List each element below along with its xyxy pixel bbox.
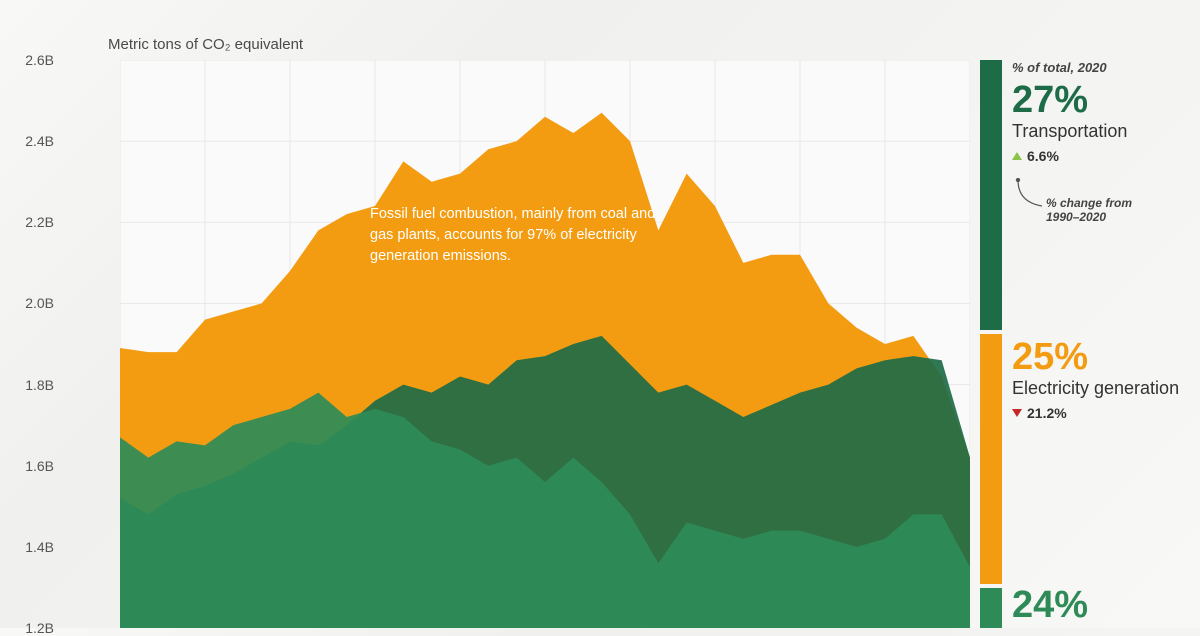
y-tick-label: 1.6B (25, 458, 54, 474)
y-tick-label: 1.4B (25, 539, 54, 555)
side-bar-transportation (980, 60, 1002, 330)
side-block-electricity: 25%Electricity generation 21.2% (1012, 338, 1182, 421)
side-header: % of total, 2020 (1012, 60, 1182, 75)
arrow-down-icon (1012, 409, 1022, 417)
delta-value: 21.2% (1027, 405, 1067, 421)
y-axis-title: Metric tons of CO₂ equivalent (108, 36, 303, 53)
delta-value: 6.6% (1027, 148, 1059, 164)
side-block-transportation: % of total, 2020 27%Transportation 6.6% (1012, 60, 1182, 164)
arrow-up-icon (1012, 152, 1022, 160)
area-chart-svg (120, 60, 970, 628)
side-panel: % of total, 2020 27%Transportation 6.6% 25%… (980, 60, 1180, 628)
side-block-industry: 24% (1012, 586, 1182, 626)
y-tick-label: 2.6B (25, 52, 54, 68)
y-tick-label: 1.8B (25, 377, 54, 393)
y-tick-label: 2.0B (25, 295, 54, 311)
chart-annotation: Fossil fuel combustion, mainly from coal… (370, 204, 660, 267)
chart-container: Metric tons of CO₂ equivalent 2.6B2.4B2.… (0, 0, 1200, 628)
delta-row: 6.6% (1012, 148, 1182, 164)
side-bar-industry (980, 588, 1002, 628)
delta-row: 21.2% (1012, 405, 1182, 421)
pct-name: Electricity generation (1012, 378, 1182, 399)
y-tick-label: 2.4B (25, 133, 54, 149)
pct-value: 24% (1012, 586, 1182, 624)
pct-value: 25% (1012, 338, 1182, 376)
chart-area: 2.6B2.4B2.2B2.0B1.8B1.6B1.4B1.2B Fossil … (100, 60, 970, 628)
pct-value: 27% (1012, 81, 1182, 119)
explainer-text: % change from 1990–2020 (1046, 196, 1166, 224)
y-tick-label: 2.2B (25, 214, 54, 230)
y-tick-label: 1.2B (25, 620, 54, 636)
plot-area: Fossil fuel combustion, mainly from coal… (120, 60, 970, 628)
pct-name: Transportation (1012, 121, 1182, 142)
side-bar-electricity (980, 334, 1002, 584)
